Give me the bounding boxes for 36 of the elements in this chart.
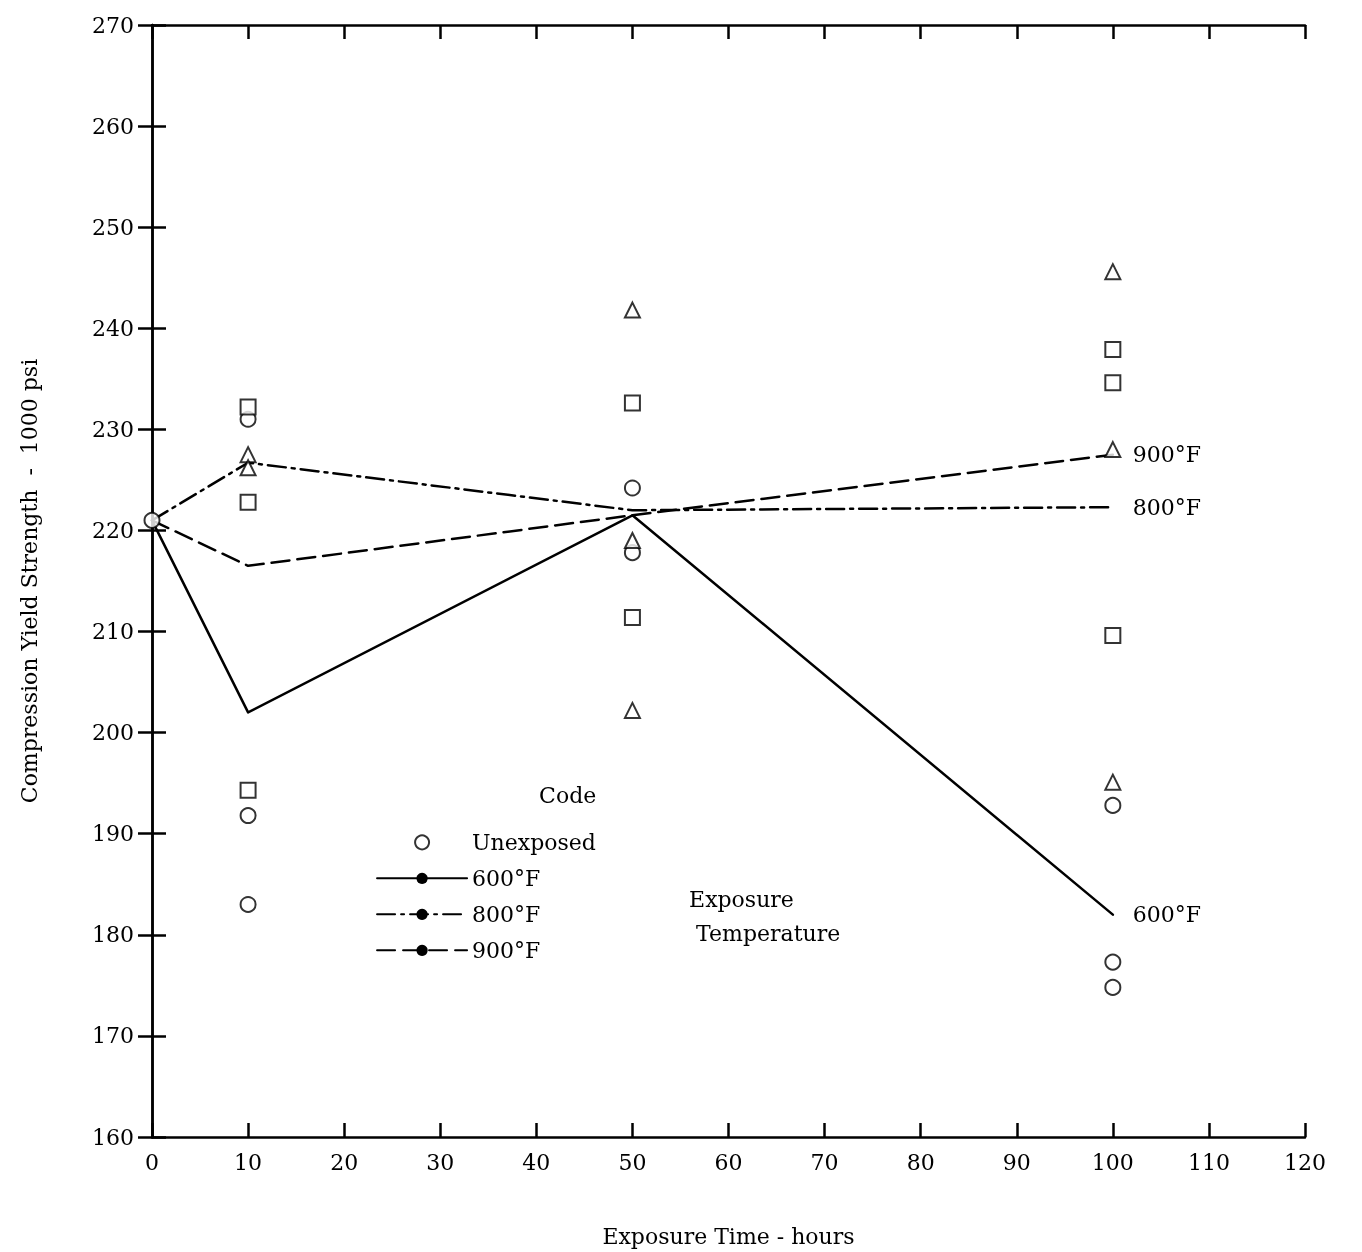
x-tick-label: 10 bbox=[234, 1149, 263, 1175]
y-tick-label: 190 bbox=[92, 821, 134, 847]
y-tick-label: 260 bbox=[92, 113, 134, 139]
x-tick-label: 110 bbox=[1187, 1149, 1230, 1175]
x-axis-title: Exposure Time - hours bbox=[602, 1223, 855, 1249]
x-tick-label: 40 bbox=[522, 1149, 551, 1175]
x-tick-label: 20 bbox=[330, 1149, 359, 1175]
y-tick-label: 200 bbox=[92, 720, 134, 746]
x-tick-label: 120 bbox=[1284, 1149, 1326, 1175]
x-tick-label: 60 bbox=[714, 1149, 743, 1175]
text: 600°F bbox=[1132, 902, 1202, 928]
x-tick-label: 0 bbox=[145, 1149, 159, 1175]
y-tick-label: 160 bbox=[92, 1124, 134, 1150]
x-tick-label: 50 bbox=[618, 1149, 647, 1175]
x-tick-label: 90 bbox=[1002, 1149, 1031, 1175]
legend-label: 800°F bbox=[472, 901, 541, 927]
text: 800°F bbox=[1132, 494, 1202, 520]
legend-label: Unexposed bbox=[472, 829, 596, 855]
y-axis-title: Compression Yield Strength - 1000 psi bbox=[16, 358, 42, 804]
y-tick-label: 240 bbox=[92, 315, 134, 341]
annotation: Exposure Temperature bbox=[689, 886, 841, 946]
y-tick-label: 220 bbox=[92, 517, 134, 543]
x-tick-label: 70 bbox=[810, 1149, 839, 1175]
x-tick-label: 30 bbox=[426, 1149, 455, 1175]
y-tick-label: 230 bbox=[92, 416, 134, 442]
y-tick-label: 210 bbox=[92, 619, 134, 645]
y-tick-label: 250 bbox=[92, 214, 134, 240]
legend-label: 900°F bbox=[472, 937, 541, 963]
y-tick-label: 170 bbox=[92, 1023, 134, 1049]
x-tick-label: 100 bbox=[1091, 1149, 1134, 1175]
legend-label: 600°F bbox=[472, 865, 541, 891]
y-tick-label: 270 bbox=[92, 12, 134, 38]
x-tick-label: 80 bbox=[906, 1149, 935, 1175]
legend-title: Code bbox=[539, 782, 597, 808]
text: 900°F bbox=[1132, 442, 1202, 468]
y-tick-label: 180 bbox=[92, 922, 134, 948]
